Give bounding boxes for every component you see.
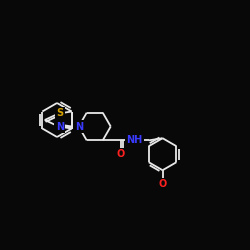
Text: S: S [56, 108, 63, 118]
Text: N: N [75, 122, 83, 132]
Text: O: O [158, 179, 167, 189]
Text: O: O [116, 149, 125, 159]
Text: NH: NH [126, 135, 143, 145]
Text: N: N [56, 122, 64, 132]
